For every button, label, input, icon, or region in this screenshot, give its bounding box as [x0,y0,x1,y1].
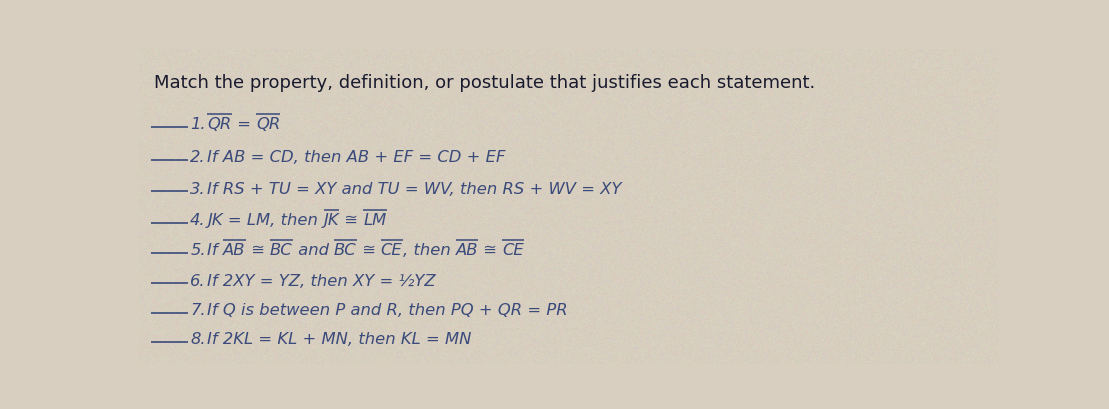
Text: ≅: ≅ [246,243,269,258]
Text: and: and [293,243,334,258]
Text: If 2XY = YZ, then XY = ½YZ: If 2XY = YZ, then XY = ½YZ [207,274,436,289]
Text: BC: BC [269,243,293,258]
Text: 8.: 8. [191,332,206,347]
Text: 3.: 3. [191,182,206,197]
Text: CE: CE [380,243,403,258]
Text: =: = [232,117,256,133]
Text: If 2KL = KL + MN, then KL = MN: If 2KL = KL + MN, then KL = MN [207,332,471,347]
Text: Match the property, definition, or postulate that justifies each statement.: Match the property, definition, or postu… [154,74,815,92]
Text: CE: CE [502,243,525,258]
Text: QR: QR [207,117,232,133]
Text: JK = LM, then: JK = LM, then [207,213,324,229]
Text: 6.: 6. [191,274,206,289]
Text: If RS + TU = XY and TU = WV, then RS + WV = XY: If RS + TU = XY and TU = WV, then RS + W… [207,182,622,197]
Text: LM: LM [364,213,387,229]
Text: AB: AB [223,243,246,258]
Text: AB: AB [456,243,478,258]
Text: If: If [207,243,223,258]
Text: ≅: ≅ [339,213,364,229]
Text: , then: , then [403,243,456,258]
Text: If AB = CD, then AB + EF = CD + EF: If AB = CD, then AB + EF = CD + EF [207,151,506,166]
Text: 2.: 2. [191,151,206,166]
Text: ≅: ≅ [356,243,380,258]
Text: QR: QR [256,117,281,133]
Text: 4.: 4. [191,213,206,229]
Text: 5.: 5. [191,243,206,258]
Text: ≅: ≅ [478,243,502,258]
Text: JK: JK [324,213,339,229]
Text: 7.: 7. [191,303,206,318]
Text: 1.: 1. [191,117,206,133]
Text: If Q is between P and R, then PQ + QR = PR: If Q is between P and R, then PQ + QR = … [207,303,568,318]
Text: BC: BC [334,243,356,258]
